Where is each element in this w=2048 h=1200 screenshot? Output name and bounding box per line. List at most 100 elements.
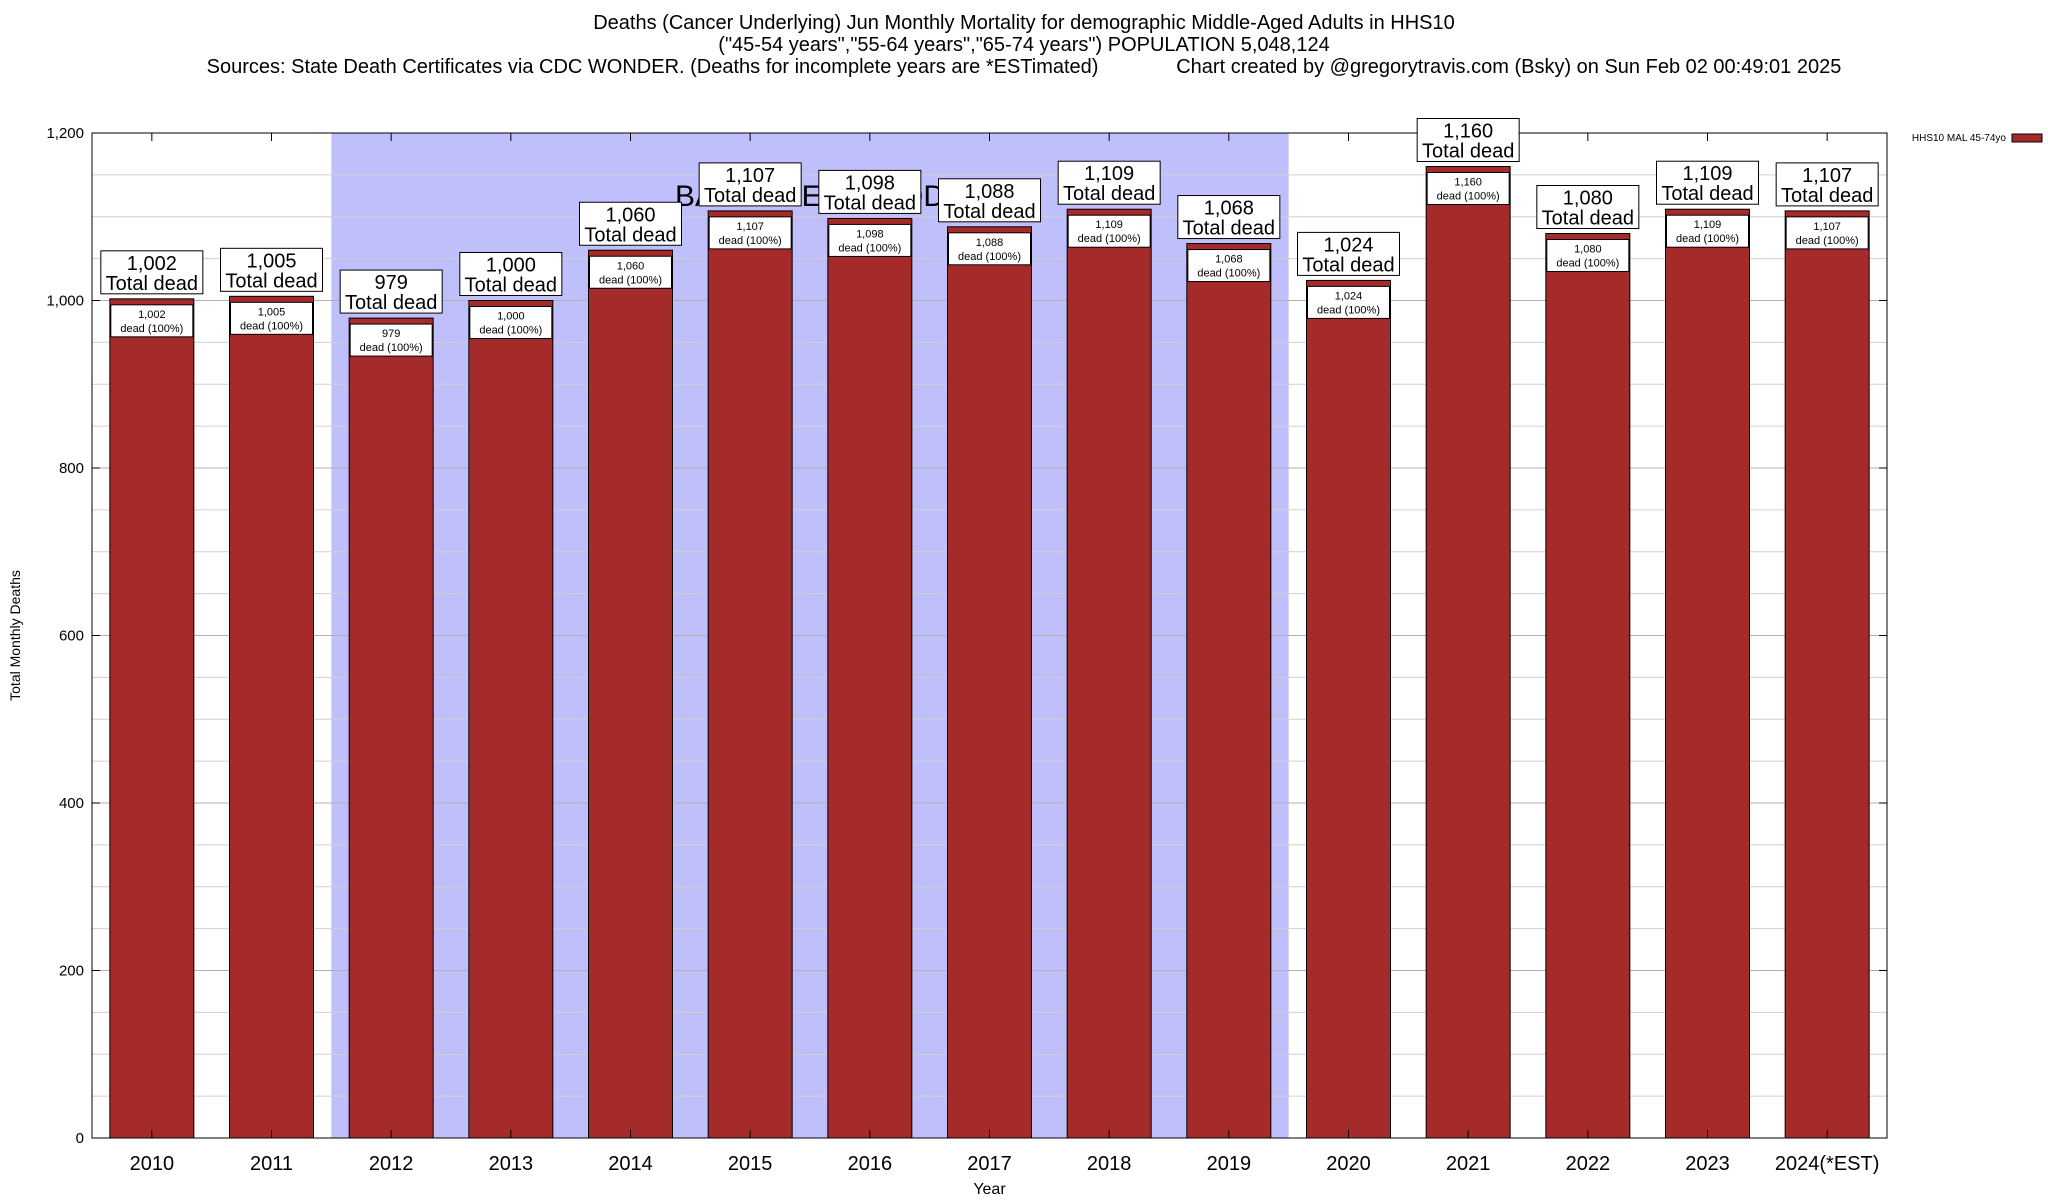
inner-value-label: 1,024 — [1335, 290, 1363, 302]
inner-label-box — [1067, 214, 1151, 248]
inner-value-label: 1,109 — [1694, 219, 1722, 231]
inner-label-box — [828, 223, 912, 257]
bar — [947, 226, 1032, 1139]
total-value-label: 1,107 — [725, 165, 775, 187]
bar — [109, 298, 195, 1139]
total-dead-label: Total dead — [225, 270, 317, 292]
bar — [348, 317, 434, 1139]
axis-ticks: 0 200 400 600 800 1,000 1,200 2010 2011 2012 2013 2… — [46, 125, 1887, 1175]
bar — [1545, 233, 1631, 1139]
total-dead-label: Total dead — [943, 201, 1035, 223]
x-tick-label: 2012 — [369, 1153, 414, 1175]
total-value-label: 1,005 — [246, 250, 296, 272]
chart-titles: Deaths (Cancer Underlying) Jun Monthly M… — [0, 12, 2048, 78]
total-value-label: 1,160 — [1443, 121, 1493, 143]
total-dead-label: Total dead — [1661, 183, 1753, 205]
inner-label-box — [469, 306, 553, 339]
inner-value-label: 1,002 — [138, 309, 166, 321]
inner-value-label: 1,068 — [1215, 254, 1243, 266]
x-tick-label: 2011 — [250, 1153, 293, 1175]
total-label-box — [1775, 162, 1879, 207]
inner-percent-label: dead (100%) — [120, 323, 183, 335]
x-tick-label: 2024(*EST) — [1775, 1153, 1880, 1175]
inner-value-label: 1,107 — [736, 221, 764, 233]
y-tick-label: 600 — [59, 628, 84, 645]
chart-title-line-1: Deaths (Cancer Underlying) Jun Monthly M… — [593, 12, 1455, 34]
x-tick-label: 2014 — [608, 1153, 653, 1175]
y-tick-label: 400 — [59, 795, 84, 812]
inner-value-label: 1,098 — [856, 228, 884, 240]
bar — [1186, 243, 1272, 1139]
x-tick-label: 2021 — [1446, 1153, 1491, 1175]
total-label-box — [1297, 231, 1400, 276]
total-value-label: 1,002 — [127, 253, 177, 275]
total-label-box — [1536, 185, 1640, 229]
inner-percent-label: dead (100%) — [1197, 268, 1260, 280]
bar — [1066, 208, 1152, 1139]
inner-percent-label: dead (100%) — [838, 242, 901, 254]
legend: HHS10 MAL 45-74yo — [1912, 133, 2043, 144]
inner-label-box — [1785, 216, 1869, 250]
total-value-label: 1,088 — [964, 181, 1014, 203]
legend-swatch — [2011, 133, 2043, 143]
x-tick-label: 2018 — [1087, 1153, 1132, 1175]
total-label-box — [1656, 160, 1759, 205]
inner-percent-label: dead (100%) — [719, 235, 782, 247]
bar — [1784, 210, 1870, 1139]
total-dead-label: Total dead — [1542, 208, 1634, 230]
bar — [707, 210, 793, 1139]
inner-label-box — [349, 323, 433, 357]
inner-label-box — [1546, 239, 1630, 272]
inner-label-box — [110, 304, 194, 338]
total-label-box — [1057, 160, 1161, 205]
x-tick-label: 2015 — [728, 1153, 773, 1175]
total-label-box — [579, 201, 682, 246]
y-tick-label: 0 — [76, 1130, 84, 1147]
inner-percent-label: dead (100%) — [958, 251, 1021, 263]
total-value-label: 1,068 — [1204, 198, 1254, 220]
x-tick-label: 2019 — [1207, 1153, 1252, 1175]
inner-label-box — [1666, 214, 1749, 248]
total-label-box — [459, 252, 563, 296]
total-label-box — [220, 247, 323, 292]
total-value-label: 1,109 — [1084, 163, 1134, 185]
total-value-label: 1,109 — [1682, 163, 1732, 185]
total-value-label: 1,098 — [845, 172, 895, 194]
x-tick-label: 2017 — [967, 1153, 1012, 1175]
inner-value-label: 1,000 — [497, 311, 525, 323]
total-label-box — [698, 162, 802, 207]
chart-title-line-2: ("45-54 years","55-64 years","65-74 year… — [718, 34, 1330, 56]
total-dead-label: Total dead — [1063, 183, 1155, 205]
total-label-box — [938, 178, 1041, 223]
inner-value-label: 1,109 — [1095, 219, 1123, 231]
bar — [1425, 166, 1511, 1139]
total-dead-label: Total dead — [704, 185, 796, 207]
inner-value-label: 1,160 — [1454, 177, 1482, 189]
total-label-box — [339, 269, 443, 314]
inner-value-label: 1,080 — [1574, 244, 1602, 256]
x-tick-label: 2023 — [1685, 1153, 1730, 1175]
inner-percent-label: dead (100%) — [599, 274, 662, 286]
inner-label-box — [1187, 249, 1271, 283]
inner-percent-label: dead (100%) — [1676, 233, 1739, 245]
y-tick-label: 1,200 — [46, 125, 84, 142]
inner-label-box — [1426, 172, 1510, 205]
x-tick-label: 2010 — [130, 1153, 175, 1175]
total-label-box — [1177, 195, 1281, 240]
chart-title-line-3: Sources: State Death Certificates via CD… — [206, 56, 1842, 78]
total-value-label: 1,060 — [605, 204, 655, 226]
bar — [1665, 208, 1750, 1139]
inner-percent-label: dead (100%) — [479, 325, 542, 337]
total-dead-label: Total dead — [1183, 218, 1275, 240]
total-dead-label: Total dead — [584, 224, 676, 246]
inner-label-box — [948, 232, 1031, 266]
inner-value-label: 1,088 — [976, 237, 1004, 249]
total-value-label: 1,080 — [1563, 188, 1613, 210]
y-tick-label: 1,000 — [46, 293, 84, 310]
total-label-box — [818, 169, 922, 214]
inner-label-box — [708, 216, 792, 250]
inner-percent-label: dead (100%) — [240, 320, 303, 332]
y-tick-label: 800 — [59, 460, 84, 477]
total-label-box — [1416, 118, 1520, 162]
